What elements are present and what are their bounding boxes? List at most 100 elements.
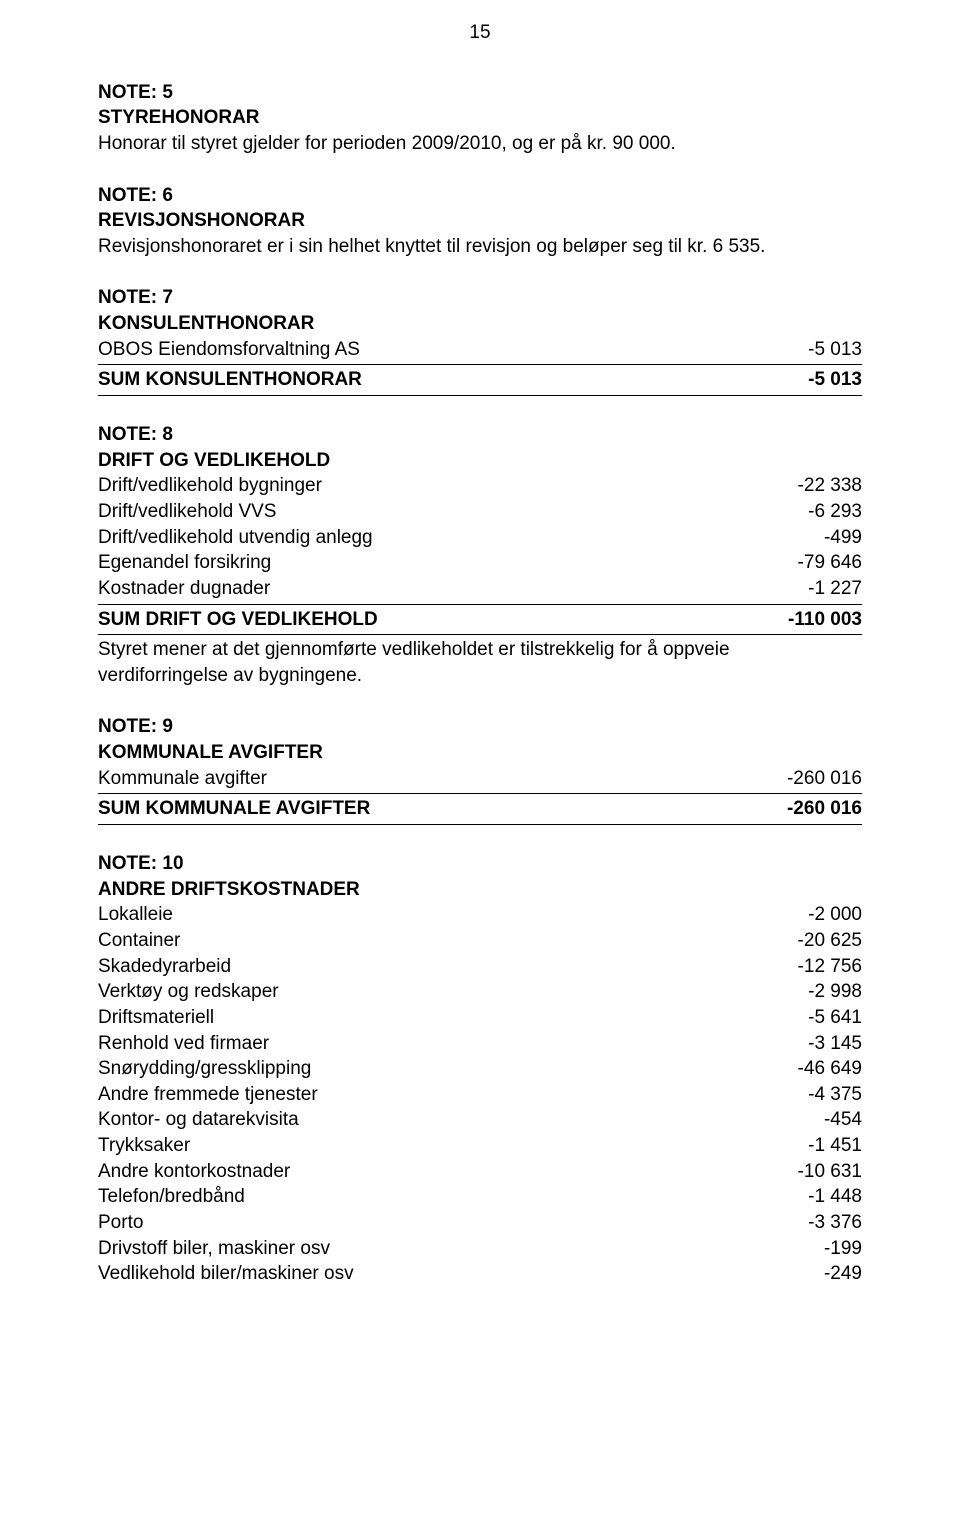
note-10-row: Verktøy og redskaper -2 998 <box>98 979 862 1005</box>
note-8-row: Drift/vedlikehold VVS -6 293 <box>98 499 862 525</box>
note-5-title: STYREHONORAR <box>98 105 862 131</box>
sum-value: -110 003 <box>772 607 862 633</box>
note-10-row: Renhold ved firmaer -3 145 <box>98 1031 862 1057</box>
note-7-sum-row: SUM KONSULENTHONORAR -5 013 <box>98 367 862 393</box>
note-9-label: NOTE: 9 <box>98 714 862 740</box>
row-value: -4 375 <box>792 1082 862 1108</box>
note-10-title: ANDRE DRIFTSKOSTNADER <box>98 877 862 903</box>
note-10-row: Trykksaker -1 451 <box>98 1133 862 1159</box>
row-label: OBOS Eiendomsforvaltning AS <box>98 337 792 363</box>
note-8-row: Egenandel forsikring -79 646 <box>98 550 862 576</box>
note-7-title: KONSULENTHONORAR <box>98 311 862 337</box>
row-value: -6 293 <box>792 499 862 525</box>
note-10-row: Vedlikehold biler/maskiner osv -249 <box>98 1261 862 1287</box>
sum-value: -5 013 <box>792 367 862 393</box>
note-8-label: NOTE: 8 <box>98 422 862 448</box>
row-label: Andre kontorkostnader <box>98 1159 782 1185</box>
row-label: Telefon/bredbånd <box>98 1184 792 1210</box>
note-9-section: NOTE: 9 KOMMUNALE AVGIFTER Kommunale avg… <box>98 714 862 825</box>
row-label: Egenandel forsikring <box>98 550 782 576</box>
row-label: Container <box>98 928 782 954</box>
row-value: -2 998 <box>792 979 862 1005</box>
sum-label: SUM DRIFT OG VEDLIKEHOLD <box>98 607 772 633</box>
note-10-row: Container -20 625 <box>98 928 862 954</box>
note-10-row: Telefon/bredbånd -1 448 <box>98 1184 862 1210</box>
divider <box>98 364 862 365</box>
note-5-label: NOTE: 5 <box>98 80 862 106</box>
sum-label: SUM KONSULENTHONORAR <box>98 367 792 393</box>
divider <box>98 824 862 825</box>
row-value: -20 625 <box>782 928 862 954</box>
note-10-row: Porto -3 376 <box>98 1210 862 1236</box>
row-value: -12 756 <box>782 954 862 980</box>
note-5-section: NOTE: 5 STYREHONORAR Honorar til styret … <box>98 80 862 157</box>
note-8-section: NOTE: 8 DRIFT OG VEDLIKEHOLD Drift/vedli… <box>98 422 862 688</box>
row-value: -2 000 <box>792 902 862 928</box>
note-8-footer: Styret mener at det gjennomførte vedlike… <box>98 637 862 688</box>
divider <box>98 634 862 635</box>
note-5-text: Honorar til styret gjelder for perioden … <box>98 131 862 157</box>
note-10-row: Drivstoff biler, maskiner osv -199 <box>98 1236 862 1262</box>
note-8-sum-row: SUM DRIFT OG VEDLIKEHOLD -110 003 <box>98 607 862 633</box>
divider <box>98 395 862 396</box>
row-label: Drift/vedlikehold utvendig anlegg <box>98 525 808 551</box>
page-number: 15 <box>98 20 862 46</box>
note-8-row: Drift/vedlikehold utvendig anlegg -499 <box>98 525 862 551</box>
row-value: -199 <box>808 1236 862 1262</box>
row-label: Skadedyrarbeid <box>98 954 782 980</box>
row-value: -1 451 <box>792 1133 862 1159</box>
sum-value: -260 016 <box>771 796 862 822</box>
row-label: Vedlikehold biler/maskiner osv <box>98 1261 808 1287</box>
divider <box>98 793 862 794</box>
row-value: -3 145 <box>792 1031 862 1057</box>
row-value: -260 016 <box>771 766 862 792</box>
row-value: -22 338 <box>782 473 862 499</box>
note-10-row: Snørydding/gressklipping -46 649 <box>98 1056 862 1082</box>
note-10-row: Kontor- og datarekvisita -454 <box>98 1107 862 1133</box>
note-10-row: Lokalleie -2 000 <box>98 902 862 928</box>
row-value: -1 448 <box>792 1184 862 1210</box>
row-label: Kostnader dugnader <box>98 576 792 602</box>
row-label: Snørydding/gressklipping <box>98 1056 782 1082</box>
row-label: Kommunale avgifter <box>98 766 771 792</box>
row-label: Porto <box>98 1210 792 1236</box>
row-value: -5 641 <box>792 1005 862 1031</box>
row-label: Drift/vedlikehold VVS <box>98 499 792 525</box>
note-8-row: Kostnader dugnader -1 227 <box>98 576 862 602</box>
row-value: -79 646 <box>782 550 862 576</box>
row-value: -5 013 <box>792 337 862 363</box>
note-7-row: OBOS Eiendomsforvaltning AS -5 013 <box>98 337 862 363</box>
note-8-title: DRIFT OG VEDLIKEHOLD <box>98 448 862 474</box>
divider <box>98 604 862 605</box>
note-10-row: Andre fremmede tjenester -4 375 <box>98 1082 862 1108</box>
note-10-row: Driftsmateriell -5 641 <box>98 1005 862 1031</box>
sum-label: SUM KOMMUNALE AVGIFTER <box>98 796 771 822</box>
note-10-row: Skadedyrarbeid -12 756 <box>98 954 862 980</box>
row-label: Andre fremmede tjenester <box>98 1082 792 1108</box>
row-label: Drift/vedlikehold bygninger <box>98 473 782 499</box>
note-9-sum-row: SUM KOMMUNALE AVGIFTER -260 016 <box>98 796 862 822</box>
row-label: Drivstoff biler, maskiner osv <box>98 1236 808 1262</box>
row-value: -3 376 <box>792 1210 862 1236</box>
row-value: -454 <box>808 1107 862 1133</box>
row-label: Kontor- og datarekvisita <box>98 1107 808 1133</box>
row-label: Verktøy og redskaper <box>98 979 792 1005</box>
document-page: 15 NOTE: 5 STYREHONORAR Honorar til styr… <box>0 0 960 1353</box>
note-8-row: Drift/vedlikehold bygninger -22 338 <box>98 473 862 499</box>
row-label: Lokalleie <box>98 902 792 928</box>
note-6-text: Revisjonshonoraret er i sin helhet knytt… <box>98 234 862 260</box>
note-9-row: Kommunale avgifter -260 016 <box>98 766 862 792</box>
row-value: -499 <box>808 525 862 551</box>
row-value: -249 <box>808 1261 862 1287</box>
row-label: Trykksaker <box>98 1133 792 1159</box>
row-label: Driftsmateriell <box>98 1005 792 1031</box>
row-label: Renhold ved firmaer <box>98 1031 792 1057</box>
note-6-section: NOTE: 6 REVISJONSHONORAR Revisjonshonora… <box>98 183 862 260</box>
note-7-section: NOTE: 7 KONSULENTHONORAR OBOS Eiendomsfo… <box>98 285 862 396</box>
note-10-section: NOTE: 10 ANDRE DRIFTSKOSTNADER Lokalleie… <box>98 851 862 1287</box>
note-10-label: NOTE: 10 <box>98 851 862 877</box>
row-value: -10 631 <box>782 1159 862 1185</box>
row-value: -1 227 <box>792 576 862 602</box>
row-value: -46 649 <box>782 1056 862 1082</box>
note-10-row: Andre kontorkostnader -10 631 <box>98 1159 862 1185</box>
